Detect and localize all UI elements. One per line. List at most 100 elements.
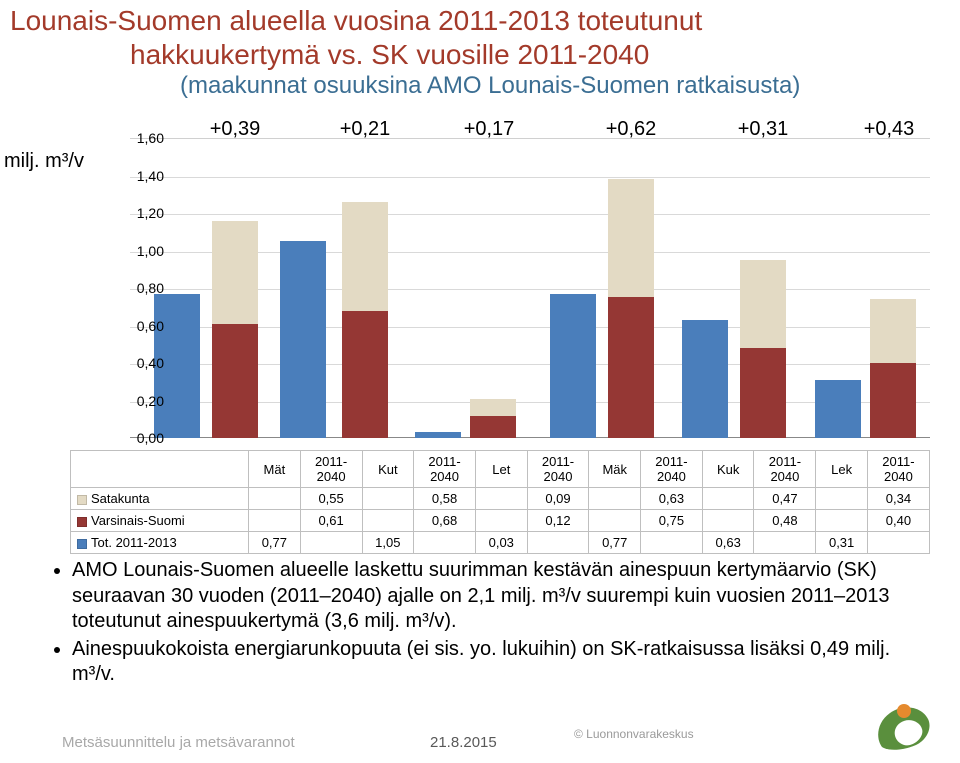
table-header-cell: Lek: [816, 451, 867, 488]
table-header-cell: 2011-2040: [527, 451, 589, 488]
series-name-cell: Varsinais-Suomi: [71, 510, 249, 532]
y-tick-label: 0,20: [128, 393, 164, 409]
bar-segment-varsinais: [470, 416, 516, 439]
table-cell: 0,03: [476, 532, 527, 554]
series-name-cell: Tot. 2011-2013: [71, 532, 249, 554]
delta-label: +0,39: [210, 118, 261, 141]
table-header-cell: 2011-2040: [640, 451, 702, 488]
data-table: Mät2011-2040Kut2011-2040Let2011-2040Mäk2…: [70, 450, 930, 554]
bar-segment-satakunta: [870, 299, 916, 363]
table-cell: 0,55: [300, 488, 362, 510]
table-cell: [589, 488, 640, 510]
table-cell: 0,61: [300, 510, 362, 532]
bullet-list: AMO Lounais-Suomen alueelle laskettu suu…: [54, 558, 904, 690]
bar-segment-varsinais: [212, 324, 258, 438]
table-cell: [816, 488, 867, 510]
subtitle: (maakunnat osuuksina AMO Lounais-Suomen …: [180, 72, 800, 99]
table-cell: 0,34: [867, 488, 929, 510]
footer-date: 21.8.2015: [430, 734, 497, 751]
bar-segment-varsinais: [608, 297, 654, 438]
y-tick-label: 1,00: [128, 243, 164, 259]
bar-segment-satakunta: [342, 202, 388, 311]
bullet-item: Ainespuukokoista energiarunkopuuta (ei s…: [72, 637, 904, 688]
delta-label: +0,62: [606, 118, 657, 141]
table-header-cell: Kut: [362, 451, 413, 488]
y-axis-label: milj. m³/v: [4, 150, 84, 173]
bar-segment-varsinais: [342, 311, 388, 439]
table-cell: [702, 510, 753, 532]
table-corner-cell: [71, 451, 249, 488]
y-tick-label: 0,60: [128, 318, 164, 334]
table-cell: [249, 488, 300, 510]
table-cell: [527, 532, 589, 554]
bar-segment-satakunta: [212, 221, 258, 324]
table-header-cell: 2011-2040: [867, 451, 929, 488]
table-header-cell: Mäk: [589, 451, 640, 488]
table-cell: [589, 510, 640, 532]
delta-label: +0,31: [738, 118, 789, 141]
table-cell: [702, 488, 753, 510]
table-cell: 0,12: [527, 510, 589, 532]
luke-logo-icon: [870, 699, 940, 751]
table-cell: 0,09: [527, 488, 589, 510]
legend-swatch-icon: [77, 495, 87, 505]
table-cell: 0,63: [640, 488, 702, 510]
bar-segment-satakunta: [470, 399, 516, 416]
bar-segment-varsinais: [740, 348, 786, 438]
bullet-item: AMO Lounais-Suomen alueelle laskettu suu…: [72, 558, 904, 635]
table-cell: [300, 532, 362, 554]
table-cell: [816, 510, 867, 532]
table-cell: 1,05: [362, 532, 413, 554]
table-cell: 0,48: [754, 510, 816, 532]
bar-segment-tot: [550, 294, 596, 438]
table-cell: [867, 532, 929, 554]
table-cell: [754, 532, 816, 554]
bar-segment-tot: [415, 432, 461, 438]
table-header-cell: Kuk: [702, 451, 753, 488]
y-tick-label: 0,40: [128, 355, 164, 371]
delta-label: +0,21: [340, 118, 391, 141]
delta-label: +0,17: [464, 118, 515, 141]
table-header-cell: 2011-2040: [414, 451, 476, 488]
table-cell: [476, 510, 527, 532]
bar-segment-satakunta: [608, 179, 654, 297]
table-header-cell: 2011-2040: [754, 451, 816, 488]
table-cell: 0,63: [702, 532, 753, 554]
title-line-2: hakkuukertymä vs. SK vuosille 2011-2040: [130, 39, 649, 70]
footer-copyright: © Luonnonvarakeskus: [574, 727, 694, 741]
delta-label: +0,43: [864, 118, 915, 141]
table-header-cell: 2011-2040: [300, 451, 362, 488]
table-cell: 0,47: [754, 488, 816, 510]
table-cell: 0,40: [867, 510, 929, 532]
footer-left: Metsäsuunnittelu ja metsävarannot: [62, 734, 295, 751]
table-header-cell: Let: [476, 451, 527, 488]
table-row: Satakunta 0,55 0,58 0,09 0,63 0,47 0,34: [71, 488, 930, 510]
table-cell: 0,75: [640, 510, 702, 532]
table-cell: 0,77: [589, 532, 640, 554]
bar-segment-tot: [682, 320, 728, 438]
table-cell: [640, 532, 702, 554]
table-cell: [362, 488, 413, 510]
table-cell: [249, 510, 300, 532]
table-cell: [414, 532, 476, 554]
table-cell: [476, 488, 527, 510]
bar-segment-tot: [815, 380, 861, 438]
legend-swatch-icon: [77, 539, 87, 549]
table-cell: 0,77: [249, 532, 300, 554]
y-tick-label: 1,20: [128, 205, 164, 221]
y-tick-label: 0,80: [128, 280, 164, 296]
table-cell: 0,58: [414, 488, 476, 510]
table-cell: [362, 510, 413, 532]
series-name-cell: Satakunta: [71, 488, 249, 510]
table-header-row: Mät2011-2040Kut2011-2040Let2011-2040Mäk2…: [71, 451, 930, 488]
bar-segment-tot: [280, 241, 326, 438]
chart: +0,39+0,21+0,17+0,62+0,31+0,43 0,000,200…: [90, 138, 930, 498]
table-cell: 0,31: [816, 532, 867, 554]
table-row: Varsinais-Suomi 0,61 0,68 0,12 0,75 0,48 0,40: [71, 510, 930, 532]
table-cell: 0,68: [414, 510, 476, 532]
y-tick-label: 1,40: [128, 168, 164, 184]
y-tick-label: 0,00: [128, 430, 164, 446]
table-row: Tot. 2011-20130,771,050,030,770,630,31: [71, 532, 930, 554]
y-tick-label: 1,60: [128, 130, 164, 146]
bar-segment-varsinais: [870, 363, 916, 438]
